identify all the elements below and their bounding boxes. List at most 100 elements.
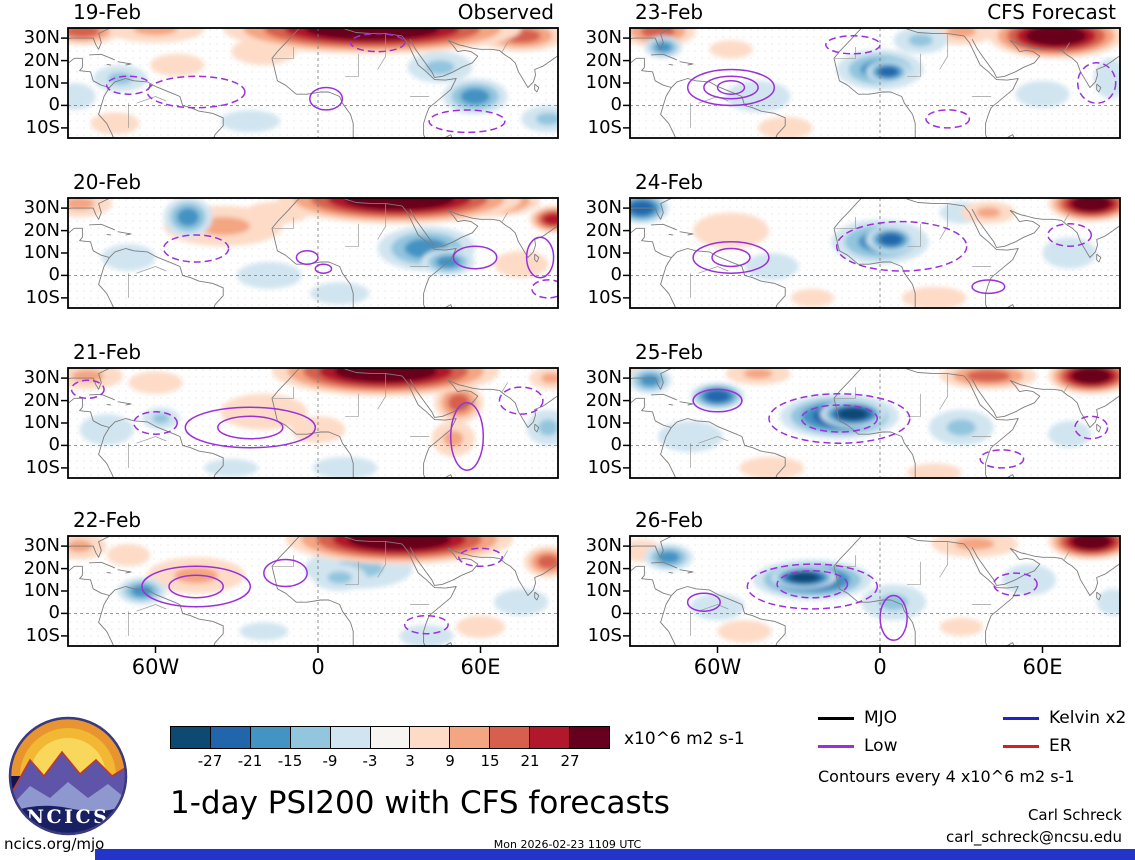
colorbar-cell [450,727,491,748]
y-axis-label: 10N [23,580,60,601]
y-axis-label: 30N [23,27,60,49]
y-axis-label: 10S [587,286,622,308]
y-axis-label: 30N [23,535,60,557]
y-axis-label: 10S [25,456,60,478]
panel-date: 25-Feb [635,340,704,364]
legend-item-er: ER [1003,735,1072,757]
legend-item-low: Low [818,735,897,757]
colorbar-cell [210,727,251,748]
legend-label: ER [1049,736,1072,756]
panel-date: 23-Feb [635,0,704,24]
column-title: CFS Forecast [987,0,1116,24]
colorbar-cell [530,727,571,748]
logo-text: NCICS [27,806,110,828]
colorbar-tick-label: 3 [405,752,415,770]
y-axis-label: 30N [23,197,60,219]
panel-date: 26-Feb [635,508,704,532]
colorbar-tick-label: 27 [560,752,580,770]
y-axis-label: 10S [25,624,60,646]
y-axis-label: 10N [585,72,622,93]
y-axis-label: 20N [585,219,622,241]
bottom-blue-bar [95,849,1135,860]
y-axis-label: 20N [585,389,622,411]
y-axis-label: 0 [610,434,622,456]
y-axis-label: 0 [48,602,60,624]
figure-title: 1-day PSI200 with CFS forecasts [170,785,670,821]
legend-label: Kelvin x2 [1049,708,1127,728]
legend-label: Low [864,736,898,756]
legend-line-icon [1003,716,1039,720]
legend-item-kelvin-x2: Kelvin x2 [1003,707,1126,729]
legend-label: MJO [864,708,898,728]
x-axis-label: 0 [873,655,887,679]
y-axis-label: 30N [585,367,622,389]
x-axis-label: 60E [1022,655,1063,679]
y-axis-label: 20N [23,219,60,241]
ncics-logo-icon: NCICS [8,716,128,836]
y-axis-label: 10S [587,116,622,138]
column-title: Observed [457,0,554,24]
x-axis-label: 60W [693,655,742,679]
y-axis-label: 20N [585,557,622,579]
colorbar-tick-label: -27 [197,752,223,770]
colorbar-cell [410,727,451,748]
map-panel-21-Feb [61,367,559,479]
y-axis-label: 10N [23,242,60,263]
panel-date: 21-Feb [73,340,142,364]
legend-line-icon [818,744,854,748]
y-axis-label: 10N [23,412,60,433]
panel-date: 19-Feb [73,0,142,24]
y-axis-label: 10S [587,456,622,478]
colorbar-cell [330,727,371,748]
colorbar-tick-label: -21 [237,752,263,770]
y-axis-label: 30N [585,197,622,219]
author-name: Carl Schreck [1027,806,1122,824]
colorbar-cell [290,727,331,748]
y-axis-label: 20N [23,49,60,71]
colorbar-units: x10^6 m2 s-1 [624,729,745,749]
ncics-logo: NCICS [6,714,130,842]
colorbar-cell [370,727,411,748]
legend-line-icon [818,716,854,720]
x-axis-label: 60E [460,655,501,679]
y-axis-label: 10S [25,286,60,308]
y-axis-label: 10N [23,72,60,93]
y-axis-label: 10S [587,624,622,646]
y-axis-label: 20N [23,557,60,579]
y-axis-label: 30N [23,367,60,389]
y-axis-label: 10N [585,412,622,433]
y-axis-label: 0 [610,264,622,286]
y-axis-label: 20N [585,49,622,71]
site-link[interactable]: ncics.org/mjo [4,835,105,853]
y-axis-label: 10N [585,580,622,601]
colorbar-tick-label: -3 [362,752,378,770]
map-panel-20-Feb [61,197,559,309]
colorbar-tick-label: 9 [445,752,455,770]
y-axis-label: 0 [48,94,60,116]
colorbar-ticks: -27 -21 -15 -9 -3 3 9 15 21 27 [170,752,610,770]
colorbar-tick-label: 15 [480,752,500,770]
map-panel-23-Feb [623,27,1121,139]
legend-line-icon [1003,744,1039,748]
colorbar-tick-label: -15 [277,752,303,770]
x-axis-label: 0 [311,655,325,679]
colorbar-tick-label: -9 [322,752,338,770]
panel-date: 20-Feb [73,170,142,194]
y-axis-label: 0 [48,264,60,286]
y-axis-label: 0 [610,94,622,116]
y-axis-label: 10N [585,242,622,263]
map-panel-24-Feb [623,197,1121,309]
y-axis-label: 20N [23,389,60,411]
panel-date: 24-Feb [635,170,704,194]
colorbar-cells [170,726,610,749]
timestamp: Mon 2026-02-23 1109 UTC [493,838,642,851]
contour-note: Contours every 4 x10^6 m2 s-1 [818,767,1075,786]
colorbar-cell [250,727,291,748]
x-axis-label: 60W [131,655,180,679]
legend: MJO Low Kelvin x2 ER [818,707,1133,765]
colorbar-cell [171,727,211,748]
colorbar-tick-label: 21 [520,752,540,770]
panel-date: 22-Feb [73,508,142,532]
colorbar-cell [570,727,609,748]
